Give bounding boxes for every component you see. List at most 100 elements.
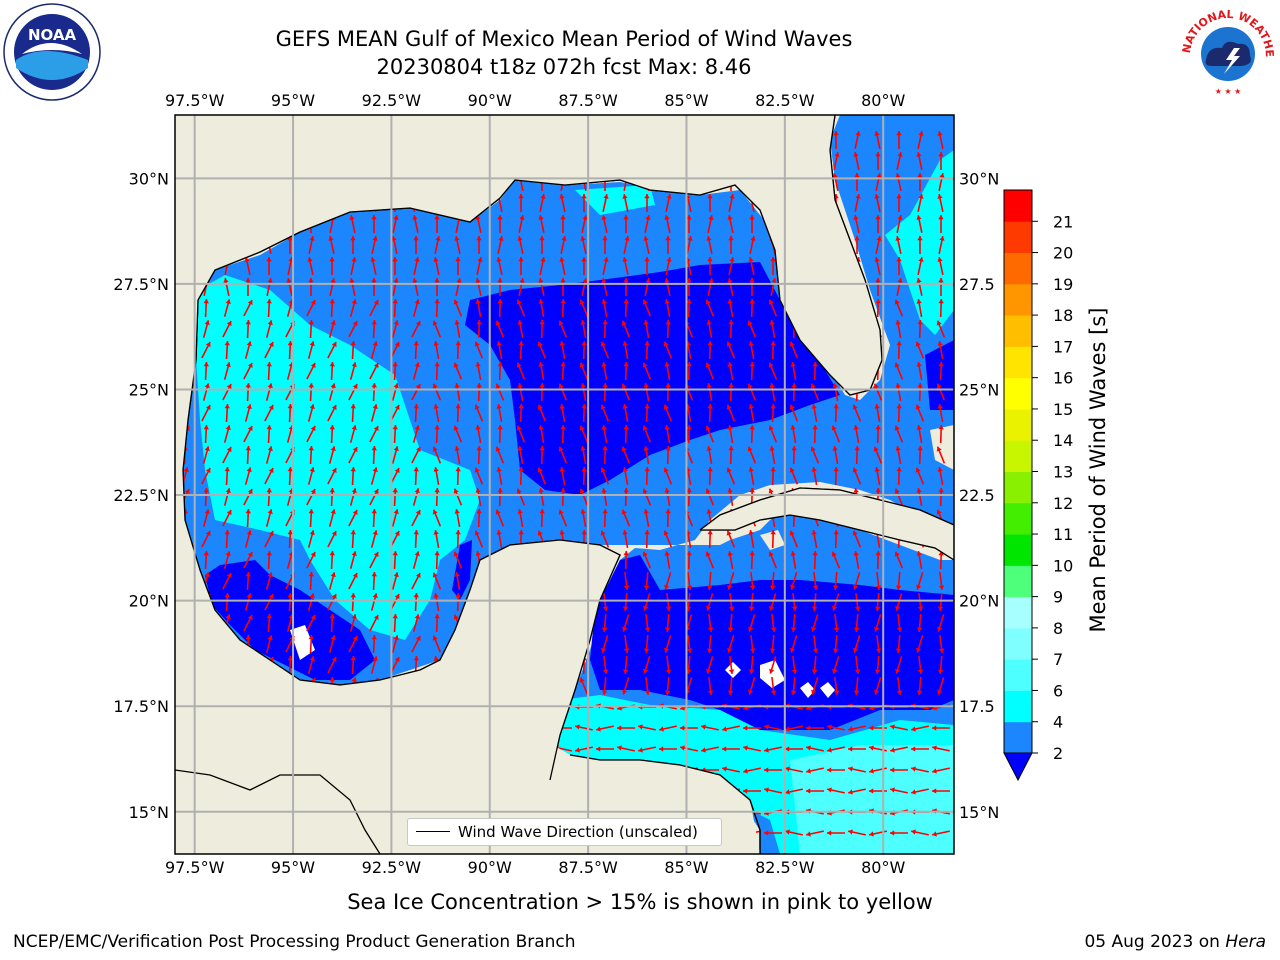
wind-arrow-icon <box>811 677 819 695</box>
wind-arrow-icon <box>538 487 545 507</box>
wind-arrow-icon <box>497 236 504 254</box>
wind-arrow-icon <box>222 383 232 401</box>
wind-arrow-icon <box>243 425 253 443</box>
wind-arrow-icon <box>790 635 798 653</box>
wind-arrow-icon <box>853 613 860 633</box>
colorbar-segment <box>1004 502 1032 535</box>
lon-tick-label-bottom: 90°W <box>468 858 512 877</box>
wind-arrow-icon <box>896 215 903 233</box>
wind-arrow-icon <box>559 257 566 275</box>
wind-arrow-icon <box>579 425 589 443</box>
wind-arrow-icon <box>223 425 231 443</box>
wind-arrow-icon <box>852 404 862 422</box>
wind-arrow-icon <box>938 215 944 233</box>
wind-arrow-icon <box>370 593 378 611</box>
wind-arrow-icon <box>832 445 839 465</box>
wind-arrow-icon <box>875 236 882 254</box>
wind-arrow-icon <box>370 656 378 674</box>
wind-arrow-icon <box>832 571 839 591</box>
wind-arrow-icon <box>350 340 356 360</box>
lat-tick-label-left: 20°N <box>129 592 169 611</box>
wind-arrow-icon <box>308 571 314 591</box>
colorbar-tick-label: 10 <box>1053 556 1073 575</box>
lat-tick-label-right: 22.5 <box>959 486 995 505</box>
wind-arrow-icon <box>223 362 231 380</box>
lat-ticks-right: 30°N 27.5 25°N 22.5 20°N 17.5 15°N <box>959 169 999 821</box>
wind-arrow-icon <box>727 613 734 633</box>
wind-arrow-icon <box>558 446 568 464</box>
wind-arrow-icon <box>538 361 545 381</box>
wind-arrow-icon <box>848 725 866 732</box>
wind-arrow-icon <box>769 593 777 611</box>
wind-arrow-icon <box>728 236 734 254</box>
wind-arrow-icon <box>833 466 839 486</box>
wind-arrow-icon <box>644 278 651 296</box>
wind-arrow-icon <box>349 278 356 296</box>
wind-arrow-icon <box>433 592 440 612</box>
wind-arrow-icon <box>785 725 803 732</box>
wind-arrow-icon <box>602 319 608 339</box>
wind-arrow-icon <box>203 361 209 381</box>
wind-arrow-icon <box>245 571 251 591</box>
wind-arrow-icon <box>875 298 881 318</box>
wind-arrow-icon <box>769 571 776 591</box>
wind-arrow-icon <box>434 298 440 318</box>
wind-arrow-icon <box>706 593 714 611</box>
wind-arrow-icon <box>749 236 756 254</box>
wind-arrow-icon <box>306 551 316 569</box>
wind-arrow-icon <box>812 361 818 381</box>
wind-arrow-icon <box>895 634 902 654</box>
wind-arrow-icon <box>329 298 335 318</box>
sea-ice-footnote: Sea Ice Concentration > 15% is shown in … <box>347 890 933 914</box>
wind-arrow-icon <box>538 424 545 444</box>
svg-text:★ ★ ★: ★ ★ ★ <box>1215 87 1242 96</box>
colorbar-segment <box>1004 377 1032 410</box>
wind-arrow-icon <box>223 551 231 569</box>
wind-arrow-icon <box>201 341 211 359</box>
wind-arrow-icon <box>938 278 944 296</box>
wind-arrow-icon <box>370 257 377 275</box>
wind-arrow-icon <box>224 466 230 486</box>
wind-arrow-icon <box>790 424 797 444</box>
wind-arrow-icon <box>370 467 378 485</box>
wind-arrow-icon <box>327 656 337 674</box>
wind-arrow-icon <box>371 278 377 296</box>
wind-arrow-icon <box>517 382 524 402</box>
footer-host: Hera <box>1225 932 1266 952</box>
wind-arrow-icon <box>728 445 734 465</box>
colorbar-tick-label: 15 <box>1053 400 1073 419</box>
wind-arrow-icon <box>643 508 650 528</box>
wind-arrow-icon <box>413 466 419 486</box>
wind-arrow-icon <box>349 425 357 443</box>
wind-arrow-icon <box>392 487 398 507</box>
wind-arrow-icon <box>411 383 421 401</box>
wind-arrow-icon <box>664 298 671 318</box>
wind-arrow-icon <box>516 488 526 506</box>
wind-arrow-icon <box>812 634 819 654</box>
wind-arrow-icon <box>497 278 503 296</box>
wind-arrow-icon <box>916 361 923 381</box>
wind-arrow-icon <box>622 340 629 360</box>
wind-arrow-icon <box>348 446 358 464</box>
wind-arrow-icon <box>412 299 420 317</box>
wind-arrow-icon <box>350 592 356 612</box>
lon-tick-label-top: 90°W <box>468 91 512 110</box>
wind-arrow-icon <box>832 656 840 674</box>
wind-arrow-icon <box>496 340 503 360</box>
wind-arrow-icon <box>833 152 840 170</box>
wind-arrow-icon <box>895 656 903 674</box>
wind-arrow-icon <box>811 403 818 423</box>
wind-arrow-icon <box>874 677 882 695</box>
wind-arrow-icon <box>769 382 776 402</box>
wind-arrow-icon <box>812 571 819 591</box>
wind-arrow-icon <box>623 424 629 444</box>
wind-arrow-icon <box>349 362 357 380</box>
wind-arrow-icon <box>895 382 902 402</box>
wind-arrow-icon <box>327 530 337 548</box>
wind-arrow-icon <box>371 215 377 233</box>
colorbar-tick-label: 21 <box>1053 212 1073 231</box>
florida-east-dark <box>925 340 954 410</box>
wind-arrow-icon <box>623 487 629 507</box>
lon-tick-label-top: 85°W <box>664 91 708 110</box>
chart-subtitle: 20230804 t18z 072h fcst Max: 8.46 <box>376 55 752 79</box>
